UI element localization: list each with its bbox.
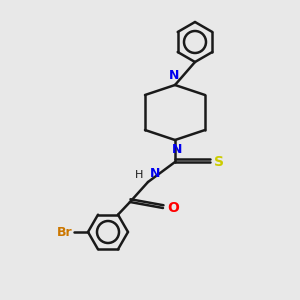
Text: O: O xyxy=(167,201,179,215)
Text: S: S xyxy=(214,155,224,169)
Text: N: N xyxy=(150,167,160,180)
Text: H: H xyxy=(135,170,143,180)
Text: N: N xyxy=(172,143,182,156)
Text: Br: Br xyxy=(56,226,72,238)
Text: N: N xyxy=(169,69,179,82)
